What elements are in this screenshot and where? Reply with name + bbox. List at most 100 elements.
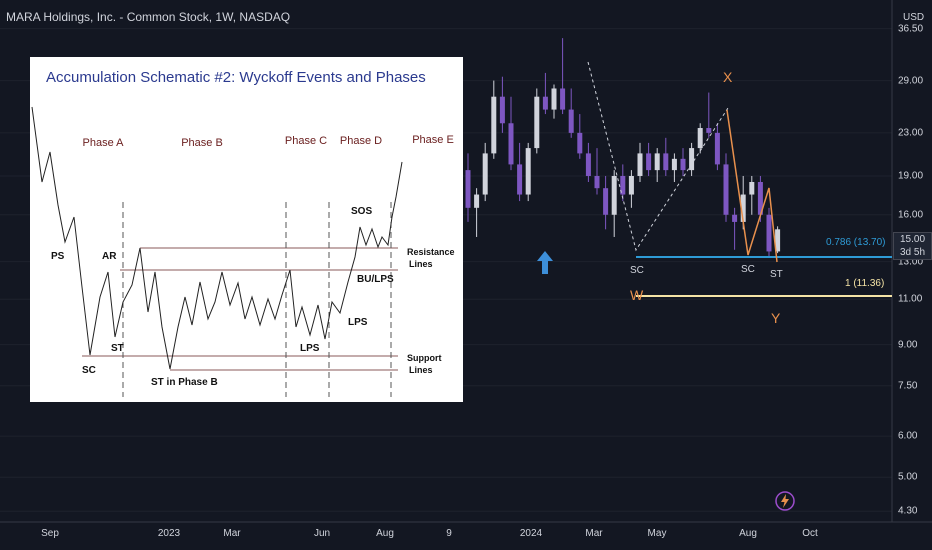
candle: [766, 207, 772, 257]
currency-label: USD: [903, 12, 925, 23]
price-tick: 23.00: [898, 127, 924, 139]
price-tick: 29.00: [898, 75, 924, 87]
candle-body: [568, 109, 574, 133]
event-st-phase-b: ST in Phase B: [151, 377, 218, 388]
price-tick: 16.00: [898, 209, 924, 221]
candle-body: [585, 153, 591, 176]
phase-b-label: Phase B: [181, 137, 223, 149]
time-tick: Oct: [802, 528, 818, 539]
candle: [637, 142, 643, 182]
time-tick: Mar: [223, 528, 241, 539]
candle-body: [732, 214, 738, 222]
time-tick: Sep: [41, 528, 59, 539]
candle: [714, 123, 720, 171]
candle: [697, 123, 703, 154]
candle-body: [465, 170, 471, 208]
candle-body: [474, 194, 480, 208]
chart-title: MARA Holdings, Inc. - Common Stock, 1W, …: [6, 10, 291, 24]
st-label: ST: [770, 269, 783, 280]
candle: [594, 148, 600, 195]
candle-body: [637, 153, 643, 176]
last-price-value: 15.00: [899, 234, 926, 245]
price-tick: 6.00: [898, 430, 918, 442]
time-tick: Jun: [313, 528, 331, 539]
price-tick: 5.00: [898, 471, 918, 483]
candle: [680, 148, 686, 176]
price-tick: 13.00: [898, 256, 924, 268]
event-st: ST: [111, 343, 124, 354]
price-tick: 36.50: [898, 23, 924, 35]
wyckoff-schematic: Accumulation Schematic #2: Wyckoff Event…: [30, 57, 463, 402]
wave-dashed-line[interactable]: [587, 61, 729, 252]
candle-body: [680, 158, 686, 171]
schematic-drawing: [31, 106, 403, 397]
candle: [585, 142, 591, 182]
candle-body: [499, 96, 505, 124]
candle-body: [525, 148, 531, 195]
candle-body: [706, 128, 712, 133]
candle: [534, 88, 540, 154]
lightning-icon[interactable]: [775, 491, 795, 511]
time-tick: 2023: [157, 528, 181, 539]
last-price-label: 15.00 3d 5h: [893, 232, 932, 260]
candle: [560, 38, 566, 115]
candle-body: [517, 164, 523, 195]
candle-body: [757, 181, 763, 215]
bar-countdown: 3d 5h: [899, 247, 926, 258]
candle: [603, 175, 609, 230]
candle: [654, 148, 660, 182]
event-ps: PS: [51, 251, 65, 262]
candle-body: [775, 229, 781, 252]
candle-body: [723, 164, 729, 215]
time-tick: Aug: [376, 528, 394, 539]
candle-body: [482, 153, 488, 195]
candle-body: [749, 181, 755, 195]
candle: [508, 96, 514, 171]
phase-e-label: Phase E: [412, 134, 454, 146]
candle: [620, 164, 626, 202]
time-tick: May: [647, 528, 667, 539]
phase-c-label: Phase C: [284, 135, 328, 147]
candle-body: [508, 123, 514, 165]
candle: [542, 72, 548, 115]
candle-body: [560, 88, 566, 110]
candle-body: [551, 88, 557, 110]
fib-1-label: 1 (11.36): [845, 278, 885, 289]
price-path: [31, 106, 403, 370]
sc-label-1: SC: [630, 265, 644, 276]
candle-body: [714, 132, 720, 165]
candle: [732, 207, 738, 250]
price-tick: 7.50: [898, 380, 918, 392]
time-tick: Mar: [585, 528, 603, 539]
event-bu-lps: BU/LPS: [357, 274, 394, 285]
time-tick: Aug: [739, 528, 757, 539]
candle-body: [689, 148, 695, 171]
candle: [517, 142, 523, 202]
wave-orange-line[interactable]: [726, 109, 778, 263]
time-tick: 2024: [519, 528, 543, 539]
fib-0786-label: 0.786 (13.70): [826, 237, 886, 248]
candle-body: [628, 175, 634, 195]
wave-y-label: Y: [771, 310, 781, 326]
candle-body: [671, 158, 677, 171]
sc-label-2: SC: [741, 264, 755, 275]
candle: [646, 142, 652, 176]
schematic-title: Accumulation Schematic #2: Wyckoff Event…: [46, 69, 426, 86]
candle: [749, 175, 755, 215]
candle: [723, 153, 729, 222]
candle-body: [740, 194, 746, 222]
candle: [611, 170, 617, 237]
price-tick: 11.00: [898, 293, 923, 305]
phase-d-label: Phase D: [339, 135, 383, 147]
event-lps-c: LPS: [300, 343, 320, 354]
candle: [663, 137, 669, 176]
candle: [499, 76, 505, 133]
resistance-lines-label: Resistance Lines: [407, 247, 455, 269]
candle-body: [577, 132, 583, 154]
candle-body: [646, 153, 652, 171]
candle: [465, 153, 471, 222]
event-ar: AR: [102, 251, 117, 262]
candle: [474, 188, 480, 237]
wave-x-label: X: [723, 69, 733, 85]
candle: [482, 142, 488, 202]
